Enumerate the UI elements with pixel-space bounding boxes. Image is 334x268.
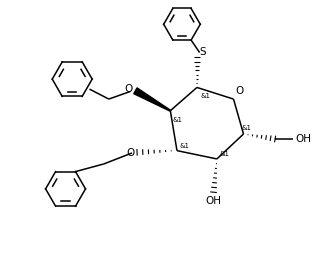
Text: OH: OH — [295, 134, 311, 144]
Text: O: O — [125, 84, 133, 94]
Text: &1: &1 — [200, 94, 210, 99]
Text: O: O — [235, 86, 244, 96]
Text: &1: &1 — [173, 117, 183, 123]
Text: O: O — [126, 148, 134, 158]
Text: OH: OH — [205, 196, 221, 206]
Text: &1: &1 — [180, 143, 190, 149]
Text: &1: &1 — [219, 151, 229, 157]
Polygon shape — [134, 88, 171, 111]
Text: &1: &1 — [242, 125, 252, 131]
Text: S: S — [200, 47, 206, 57]
